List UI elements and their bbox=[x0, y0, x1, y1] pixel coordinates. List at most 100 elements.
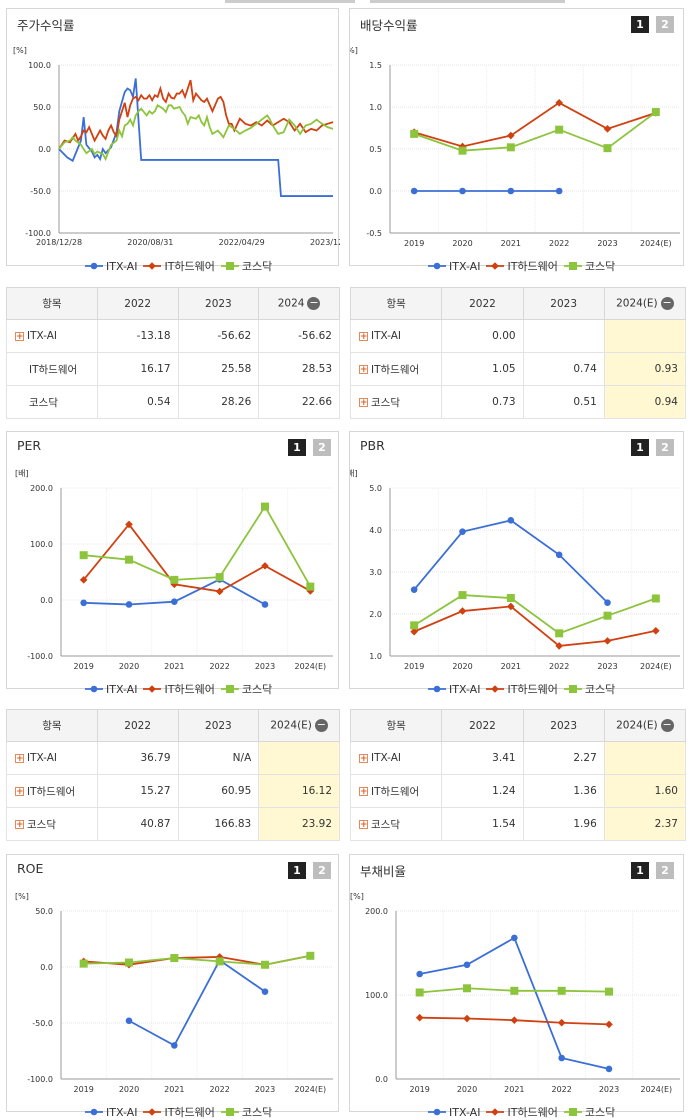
page-2-button[interactable]: 2 bbox=[313, 862, 331, 879]
row-label[interactable]: + 코스닥 bbox=[6, 807, 98, 841]
column-header: 항목 bbox=[349, 709, 443, 742]
expand-icon[interactable]: + bbox=[15, 820, 24, 830]
page-2-button[interactable]: 2 bbox=[656, 439, 674, 456]
expand-icon[interactable]: + bbox=[359, 820, 368, 830]
data-point bbox=[125, 601, 133, 608]
expand-icon[interactable]: + bbox=[359, 331, 368, 342]
legend-item-hw[interactable]: IT하드웨어 bbox=[143, 258, 215, 274]
series-line bbox=[413, 111, 657, 152]
stock-return-panel: 주가수익률 [%] 100.0 50.0 0.0 -50.0 -100.0 2018/12/… bbox=[6, 8, 356, 273]
table-cell: 1.96 bbox=[522, 807, 605, 841]
legend-marker bbox=[90, 685, 98, 693]
y-tick-label: -100.0 bbox=[25, 229, 51, 238]
page-2-button[interactable]: 2 bbox=[313, 439, 331, 456]
column-header: 항목 bbox=[6, 287, 98, 320]
data-point bbox=[125, 1017, 133, 1025]
panel-title: PER bbox=[17, 438, 42, 453]
table-row: + IT하드웨어 15.27 60.95 16.12 bbox=[6, 774, 340, 808]
page-1-button[interactable]: 1 bbox=[631, 862, 649, 879]
legend-item-itx[interactable]: ITX-AI bbox=[428, 260, 480, 273]
legend-item-itx[interactable]: ITX-AI bbox=[85, 260, 137, 273]
series-line-kosdaq bbox=[58, 104, 334, 162]
expand-icon[interactable]: + bbox=[359, 753, 368, 764]
series-line bbox=[413, 519, 609, 604]
legend-item-hw[interactable]: IT하드웨어 bbox=[486, 1104, 558, 1120]
data-point bbox=[261, 601, 269, 608]
column-header: 2022 bbox=[441, 709, 524, 742]
data-point bbox=[125, 555, 133, 564]
data-point bbox=[603, 125, 612, 133]
row-label[interactable]: + 코스닥 bbox=[349, 807, 443, 841]
table-header-row: 항목 2022 2023 2024(E) − bbox=[6, 709, 340, 742]
table-cell: -56.62 bbox=[258, 319, 340, 353]
page-1-button[interactable]: 1 bbox=[288, 862, 306, 879]
legend-label: IT하드웨어 bbox=[507, 260, 558, 273]
legend-item-kosdaq[interactable]: 코스닥 bbox=[563, 1104, 615, 1120]
table-header-row: 항목 2022 2023 2024(E) − bbox=[349, 287, 687, 320]
column-header: 2023 bbox=[177, 709, 260, 742]
row-label[interactable]: + ITX-AI bbox=[349, 319, 443, 353]
expand-icon[interactable]: + bbox=[15, 787, 24, 797]
series-line-hw bbox=[58, 79, 334, 150]
row-label[interactable]: + ITX-AI bbox=[6, 741, 98, 775]
data-point bbox=[510, 1016, 519, 1024]
y-tick-label: 200.0 bbox=[365, 907, 388, 916]
x-tick-label: 2024(E) bbox=[640, 239, 672, 248]
legend-item-kosdaq[interactable]: 코스닥 bbox=[220, 681, 272, 697]
table-cell: 0.74 bbox=[522, 352, 605, 386]
expand-icon[interactable]: + bbox=[359, 787, 368, 797]
x-tick-label: 2021 bbox=[504, 1085, 524, 1094]
legend-item-itx[interactable]: ITX-AI bbox=[428, 1106, 480, 1119]
chart-legend: ITX-AI IT하드웨어 코스닥 bbox=[428, 1104, 621, 1120]
legend-item-hw[interactable]: IT하드웨어 bbox=[486, 681, 558, 697]
legend-marker bbox=[148, 1108, 157, 1116]
collapse-icon[interactable]: − bbox=[660, 718, 674, 732]
legend-item-kosdaq[interactable]: 코스닥 bbox=[563, 681, 615, 697]
legend-item-kosdaq[interactable]: 코스닥 bbox=[220, 258, 272, 274]
unit-label: [%] bbox=[13, 46, 27, 55]
table-row: 코스닥 0.54 28.26 22.66 bbox=[6, 385, 340, 419]
chart-svg: [%] 1.5 1.0 0.5 0.0 -0.5 2019 2020 2021 2022 2023 2… bbox=[344, 46, 680, 248]
collapse-icon[interactable]: − bbox=[314, 718, 328, 732]
legend-item-hw[interactable]: IT하드웨어 bbox=[486, 258, 558, 274]
expand-icon[interactable]: + bbox=[359, 365, 368, 375]
expand-icon[interactable]: + bbox=[15, 331, 24, 342]
data-point bbox=[125, 520, 133, 529]
row-label[interactable]: + IT하드웨어 bbox=[349, 352, 443, 386]
stock-return-chart: [%] 100.0 50.0 0.0 -50.0 -100.0 2018/12/28 2020… bbox=[7, 41, 356, 273]
table-cell: 2.27 bbox=[522, 741, 605, 775]
row-label[interactable]: + ITX-AI bbox=[6, 319, 98, 353]
data-point bbox=[604, 599, 611, 606]
legend-item-kosdaq[interactable]: 코스닥 bbox=[563, 258, 615, 274]
expand-icon[interactable]: + bbox=[15, 753, 24, 764]
page-2-button[interactable]: 2 bbox=[656, 862, 674, 879]
legend-item-itx[interactable]: ITX-AI bbox=[85, 1106, 137, 1119]
collapse-icon[interactable]: − bbox=[307, 296, 321, 310]
y-tick-label: -100.0 bbox=[27, 1075, 53, 1084]
legend-item-hw[interactable]: IT하드웨어 bbox=[143, 1104, 215, 1120]
page-1-button[interactable]: 1 bbox=[288, 439, 306, 456]
collapse-icon[interactable]: − bbox=[660, 296, 674, 310]
row-label[interactable]: + IT하드웨어 bbox=[349, 774, 443, 808]
table-cell: 16.12 bbox=[258, 774, 340, 808]
legend-item-hw[interactable]: IT하드웨어 bbox=[143, 681, 215, 697]
legend-label: ITX-AI bbox=[106, 1105, 138, 1119]
column-header: 2022 bbox=[96, 709, 179, 742]
data-point bbox=[555, 629, 564, 638]
x-tick-label: 2020 bbox=[452, 239, 472, 248]
data-point bbox=[261, 562, 269, 570]
legend-item-itx[interactable]: ITX-AI bbox=[428, 683, 480, 696]
page-1-button[interactable]: 1 bbox=[631, 439, 649, 456]
legend-item-itx[interactable]: ITX-AI bbox=[85, 683, 137, 696]
data-point bbox=[261, 960, 269, 969]
row-label[interactable]: + IT하드웨어 bbox=[6, 774, 98, 808]
page-1-button[interactable]: 1 bbox=[631, 16, 649, 33]
legend-marker bbox=[433, 1108, 441, 1116]
pbr-chart: [배] 5.0 4.0 3.0 2.0 1.0 2019 2020 2021 2022 2023 20… bbox=[344, 464, 685, 696]
page-2-button[interactable]: 2 bbox=[656, 16, 674, 33]
expand-icon[interactable]: + bbox=[359, 398, 368, 408]
data-point bbox=[603, 144, 612, 153]
row-label[interactable]: + 코스닥 bbox=[349, 385, 443, 419]
row-label[interactable]: + ITX-AI bbox=[349, 741, 443, 775]
legend-item-kosdaq[interactable]: 코스닥 bbox=[220, 1104, 272, 1120]
